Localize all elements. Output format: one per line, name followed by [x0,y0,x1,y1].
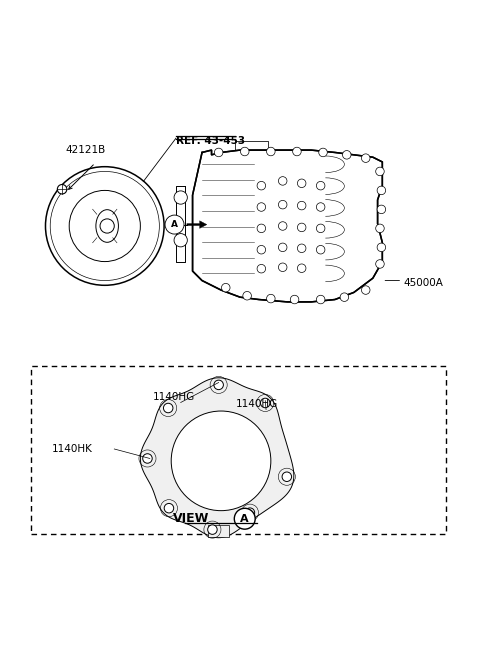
Circle shape [266,295,275,303]
Polygon shape [187,221,207,228]
Circle shape [282,472,291,482]
Circle shape [376,260,384,268]
Polygon shape [192,150,383,302]
Circle shape [340,293,348,301]
Polygon shape [140,378,294,538]
Bar [31,366,446,535]
Circle shape [174,234,187,247]
Circle shape [298,201,306,210]
Circle shape [316,245,325,254]
Circle shape [261,398,270,408]
Circle shape [257,182,265,190]
Circle shape [376,167,384,176]
Bar [208,525,229,537]
Circle shape [164,503,174,513]
Circle shape [143,454,152,463]
Circle shape [298,223,306,232]
Circle shape [278,200,287,209]
Circle shape [316,182,325,190]
Circle shape [342,151,351,159]
Text: VIEW: VIEW [173,512,209,525]
Circle shape [278,176,287,185]
Text: 1140HG: 1140HG [153,392,195,401]
Circle shape [257,245,265,254]
Text: REF. 43-453: REF. 43-453 [176,136,245,146]
Circle shape [278,243,287,252]
Circle shape [377,186,385,195]
Circle shape [278,222,287,230]
Circle shape [266,147,275,155]
Circle shape [278,263,287,272]
Circle shape [298,264,306,272]
Circle shape [316,203,325,211]
Circle shape [57,184,67,194]
Circle shape [293,147,301,155]
Circle shape [214,380,223,390]
Circle shape [361,154,370,163]
Circle shape [377,243,385,252]
Circle shape [171,411,271,510]
Circle shape [298,179,306,188]
Circle shape [290,295,299,304]
Circle shape [376,224,384,233]
Text: A: A [240,514,249,523]
Text: 1140HG: 1140HG [236,399,278,409]
Circle shape [361,286,370,295]
Circle shape [164,403,173,413]
Circle shape [221,283,230,292]
Circle shape [245,508,255,518]
Circle shape [174,191,187,204]
Circle shape [316,224,325,233]
Text: A: A [171,220,178,229]
Circle shape [319,148,327,157]
Circle shape [240,147,249,155]
Circle shape [316,295,325,304]
Text: 45000A: 45000A [404,278,444,288]
Circle shape [257,264,265,273]
Circle shape [234,508,255,529]
Text: 1140HK: 1140HK [52,444,93,454]
Text: 42121B: 42121B [66,145,106,155]
Circle shape [215,148,223,157]
Circle shape [377,205,385,214]
Circle shape [257,224,265,233]
Circle shape [165,215,184,234]
Circle shape [208,525,217,535]
Circle shape [243,291,252,300]
Circle shape [298,244,306,253]
Circle shape [257,203,265,211]
